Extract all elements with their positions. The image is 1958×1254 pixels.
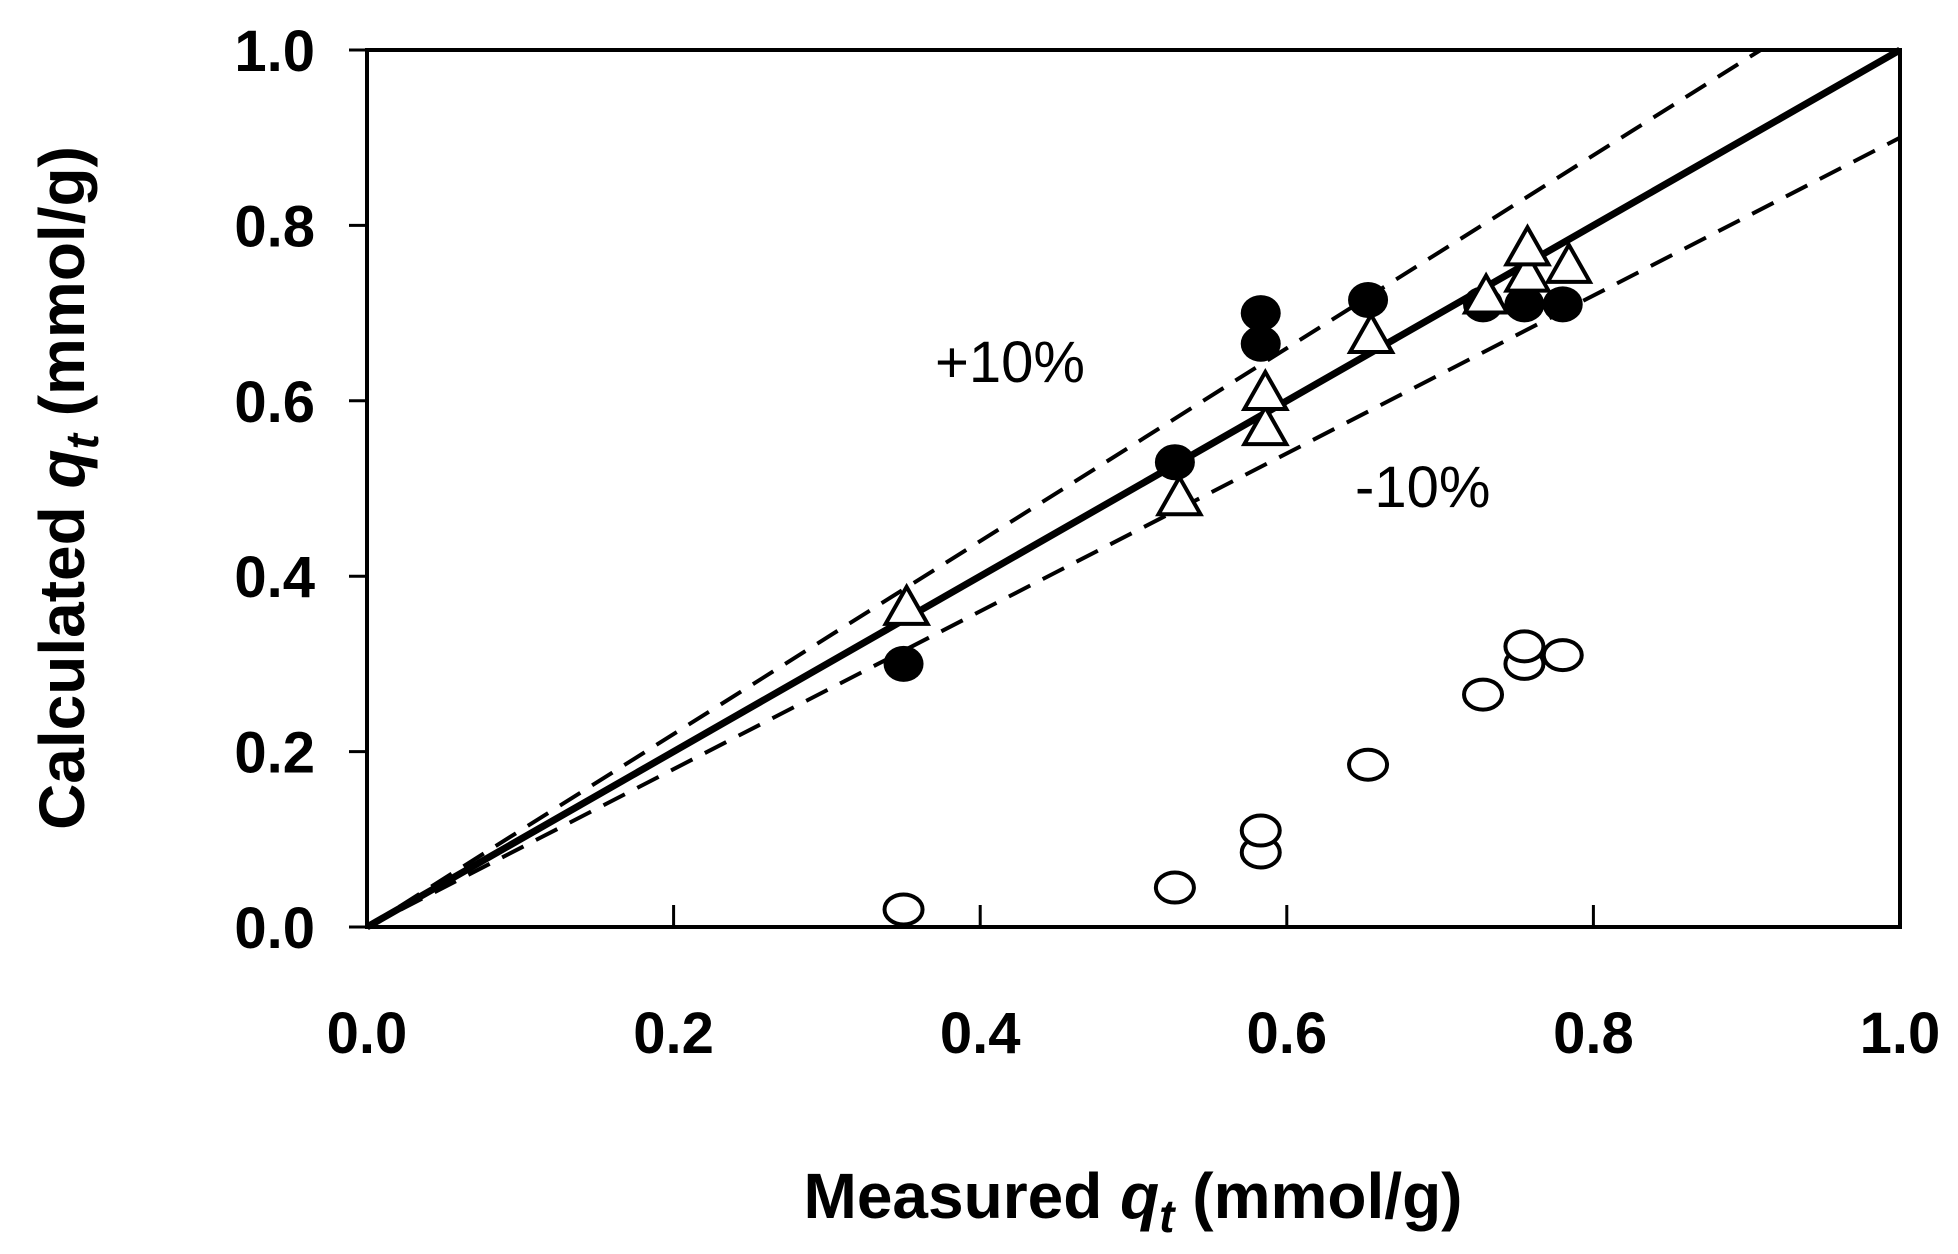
y-tick-label: 0.8	[234, 194, 315, 259]
x-tick-label: 0.6	[1246, 1001, 1327, 1066]
y-tick-label: 0.4	[234, 545, 315, 610]
x-tick-label: 0.4	[940, 1001, 1021, 1066]
axis-ticks	[349, 48, 1902, 929]
x-axis-title-subscript: t	[1159, 1190, 1176, 1242]
x-tick-label: 0.0	[327, 1001, 408, 1066]
x-tick-label: 0.2	[633, 1001, 714, 1066]
filled-circles-point-1	[883, 645, 924, 682]
x-axis-title-prefix: Measured	[804, 1160, 1121, 1232]
filled-circles-point-4	[1240, 325, 1281, 362]
x-axis-title-symbol: q	[1120, 1160, 1159, 1232]
open-triangles-point-2	[1155, 473, 1204, 517]
annotation-plus-10: +10%	[935, 330, 1085, 395]
y-tick-label: 0.0	[234, 896, 315, 961]
filled-circles-point-5	[1348, 281, 1389, 318]
open-triangles-point-9	[1544, 240, 1594, 284]
reference-line-plus-10	[365, 48, 1762, 929]
filled-circles-point-3	[1240, 295, 1281, 332]
tick-labels: 0.0 0.2 0.4 0.6 0.8 1.0 0.0 0.2 0.4 0.6 0.8 1.0	[234, 19, 1940, 1066]
y-tick-label: 1.0	[234, 19, 315, 84]
y-tick-label: 0.6	[234, 370, 315, 435]
reference-line-minus-10	[366, 135, 1901, 929]
y-tick-label: 0.2	[234, 721, 315, 786]
x-axis-title: Measured qt (mmol/g)	[804, 1160, 1463, 1242]
open-triangles-point-4	[1240, 367, 1290, 412]
y-axis-title-symbol: q	[26, 449, 98, 488]
open-triangles-point-1	[882, 582, 932, 626]
open-circles-point-5	[1347, 747, 1390, 782]
open-triangles-point-8	[1503, 223, 1552, 267]
open-triangles-point-5	[1346, 310, 1396, 355]
open-circles-point-4	[1239, 813, 1282, 848]
open-triangles-point-6	[1461, 271, 1511, 315]
x-tick-label: 0.8	[1553, 1001, 1634, 1066]
filled-circles-point-8	[1542, 286, 1583, 323]
open-circles-point-6	[1462, 677, 1505, 712]
filled-circles-point-7	[1504, 286, 1545, 323]
reference-lines	[365, 46, 1902, 931]
y-axis-title-subscript: t	[56, 432, 108, 449]
open-circles-point-1	[882, 892, 925, 927]
y-axis-title-suffix: (mmol/g)	[26, 146, 98, 434]
y-axis-title-prefix: Calculated	[26, 488, 98, 829]
open-triangles-point-7	[1503, 249, 1552, 293]
plot-area-frame	[365, 48, 1902, 929]
reference-line-parity	[365, 46, 1902, 931]
data-marks	[882, 223, 1594, 927]
x-tick-label: 1.0	[1860, 1001, 1941, 1066]
annotation-minus-10: -10%	[1355, 455, 1490, 520]
filled-circles-point-2	[1154, 444, 1195, 481]
x-axis-title-suffix: (mmol/g)	[1175, 1160, 1463, 1232]
open-circles-point-2	[1153, 870, 1196, 905]
open-circles-point-8	[1503, 629, 1546, 664]
y-axis-title: Calculated qt (mmol/g)	[26, 146, 108, 830]
open-circles-point-9	[1541, 638, 1584, 673]
open-triangles-point-3	[1240, 403, 1290, 447]
